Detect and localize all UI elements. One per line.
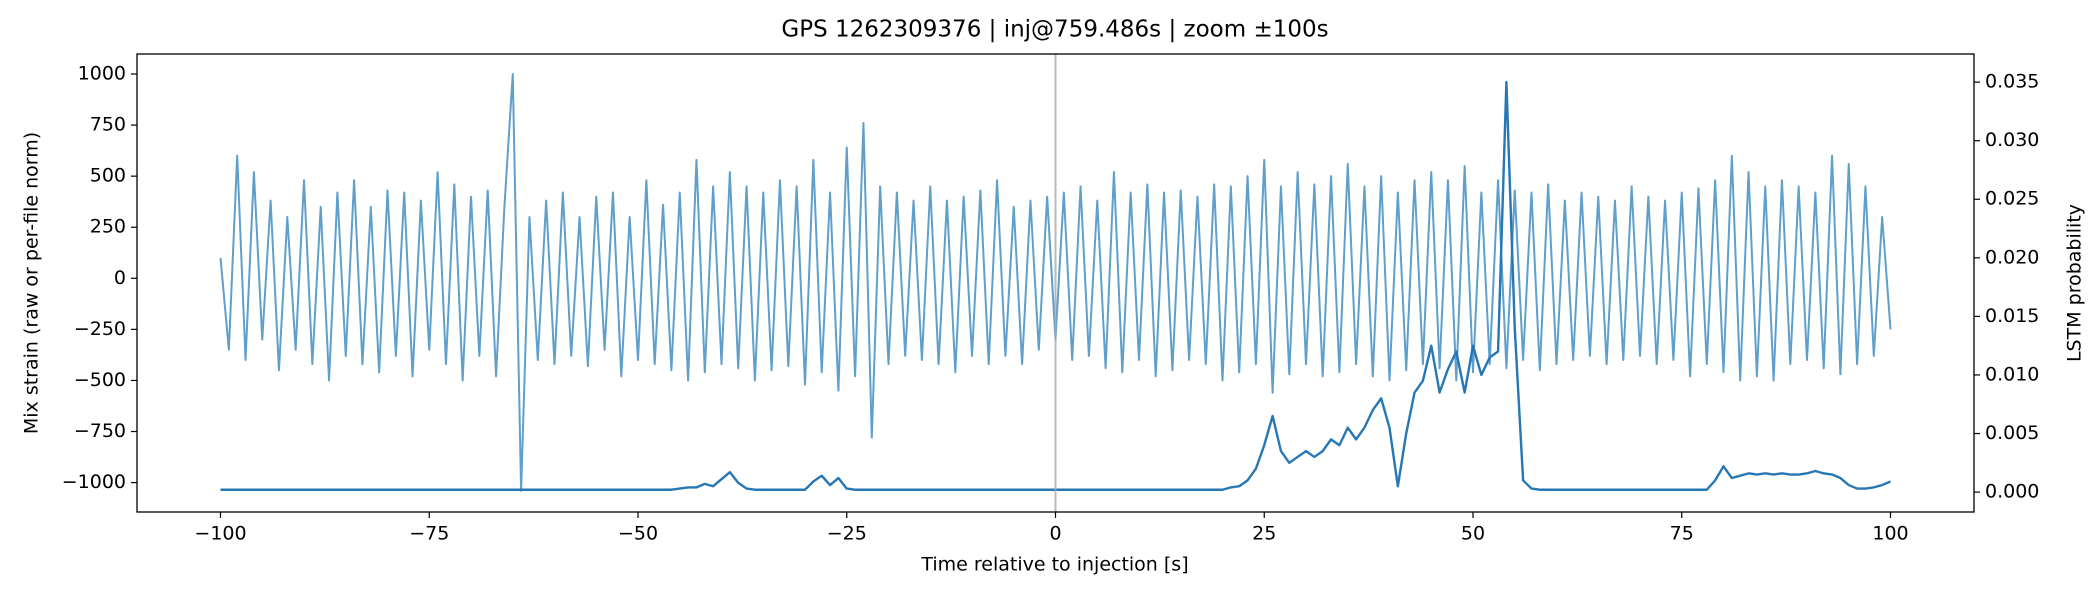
x-tick-label: 0 (1049, 523, 1061, 545)
x-tick-label: 50 (1461, 523, 1485, 545)
y2-tick-label: 0.020 (1985, 246, 2039, 268)
y-tick-label: −500 (74, 369, 126, 391)
y2-tick-label: 0.010 (1985, 363, 2039, 385)
x-tick-label: −25 (827, 523, 867, 545)
x-tick-label: 75 (1670, 523, 1694, 545)
x-tick-label: −75 (409, 523, 449, 545)
x-tick-label: −50 (618, 523, 658, 545)
y-tick-label: −1000 (62, 471, 126, 493)
y2-tick-label: 0.035 (1985, 71, 2039, 93)
y-tick-label: 250 (90, 216, 126, 238)
y-tick-label: 750 (90, 114, 126, 136)
y2-tick-label: 0.025 (1985, 188, 2039, 210)
y-tick-label: 500 (90, 165, 126, 187)
y2-tick-label: 0.015 (1985, 305, 2039, 327)
y2-tick-label: 0.030 (1985, 129, 2039, 151)
y2-tick-label: 0.000 (1985, 481, 2039, 503)
y-tick-label: −250 (74, 318, 126, 340)
y-tick-label: 0 (114, 267, 126, 289)
x-axis-label: Time relative to injection [s] (920, 554, 1188, 576)
y-axis-label: Mix strain (raw or per-file norm) (21, 132, 43, 434)
y2-tick-label: 0.005 (1985, 422, 2039, 444)
x-tick-label: 100 (1872, 523, 1908, 545)
y-tick-label: 1000 (78, 63, 126, 85)
y2-axis-label: LSTM probability (2064, 204, 2086, 362)
x-tick-label: 25 (1252, 523, 1276, 545)
chart-title: GPS 1262309376 | inj@759.486s | zoom ±10… (781, 17, 1328, 43)
y-tick-label: −750 (74, 420, 126, 442)
x-tick-label: −100 (194, 523, 246, 545)
